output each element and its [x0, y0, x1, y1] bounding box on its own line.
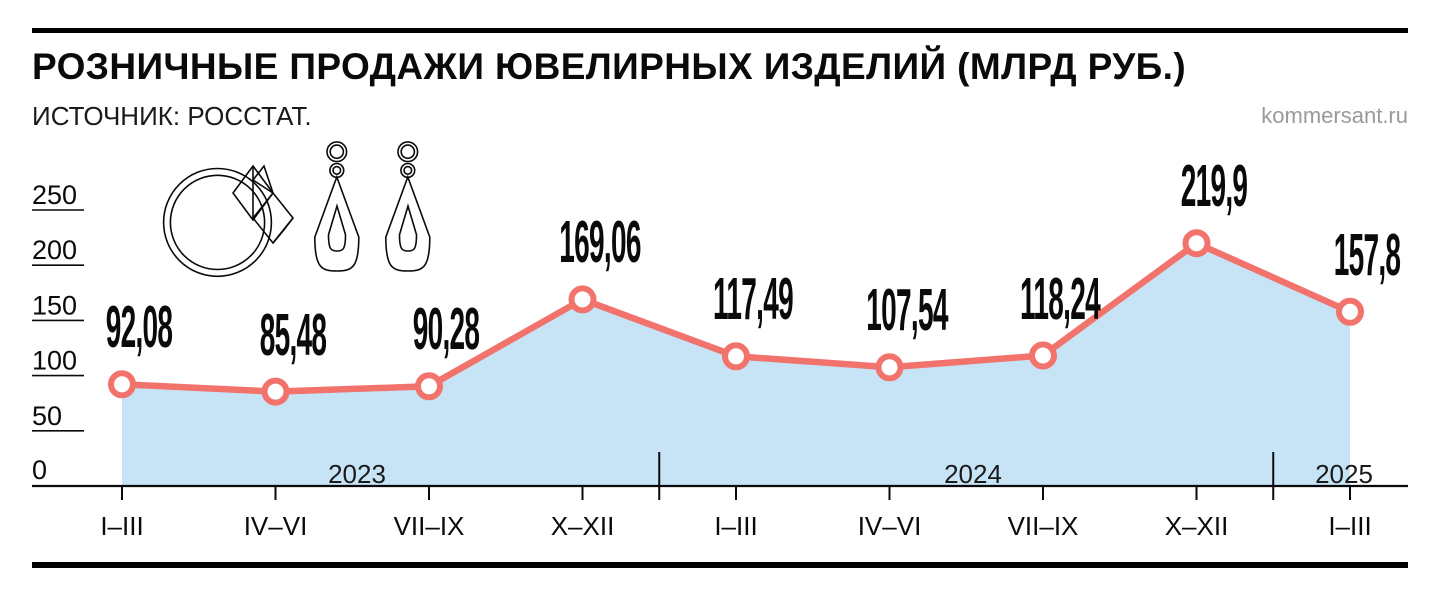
- svg-text:100: 100: [32, 346, 77, 376]
- svg-text:50: 50: [32, 401, 62, 431]
- svg-text:200: 200: [32, 235, 77, 265]
- svg-text:250: 250: [32, 180, 77, 210]
- svg-text:0: 0: [32, 455, 47, 485]
- svg-text:150: 150: [32, 290, 77, 320]
